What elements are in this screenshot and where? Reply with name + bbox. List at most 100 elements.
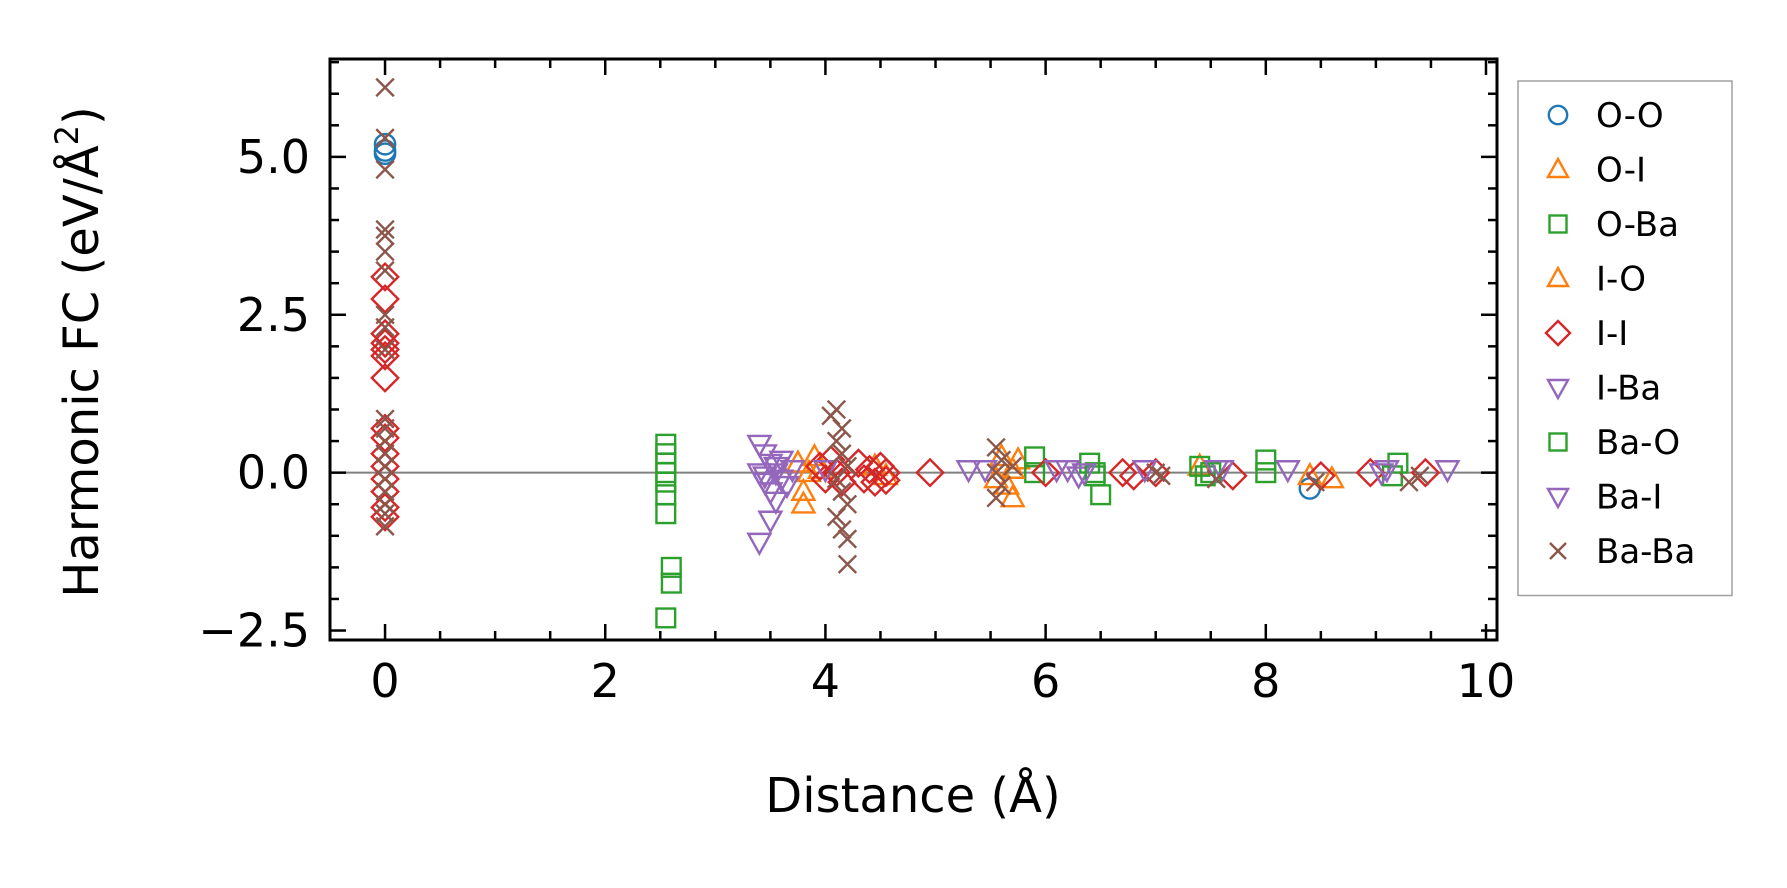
legend-label: I-I (1596, 314, 1628, 354)
legend-marker (1545, 487, 1571, 510)
data-point (1410, 466, 1430, 486)
plot-frame (328, 57, 1499, 642)
data-point (991, 450, 1012, 470)
data-point (999, 483, 1026, 508)
data-point (1151, 466, 1171, 486)
data-point (991, 475, 1012, 495)
data-point (1030, 457, 1061, 488)
data-point (375, 219, 395, 240)
data-point (373, 132, 397, 156)
data-point (1090, 484, 1112, 506)
data-point (790, 490, 817, 514)
data-point (986, 437, 1006, 458)
legend-entry: O-I (1545, 151, 1646, 191)
data-point (655, 607, 677, 629)
data-point (1107, 457, 1138, 488)
data-point (375, 516, 395, 536)
data-point (1296, 461, 1323, 486)
y-axis-title: Harmonic FC (eV/Å2) (48, 106, 110, 598)
legend-entry: Ba-I (1545, 478, 1662, 518)
x-tick-label: 2 (591, 654, 620, 708)
data-point (375, 317, 395, 338)
legend-entry: I-Ba (1545, 369, 1661, 409)
data-point (1206, 469, 1226, 489)
data-point (1203, 460, 1230, 484)
data-point (1274, 460, 1301, 484)
data-point (1387, 452, 1409, 474)
legend-label: Ba-I (1596, 478, 1662, 518)
data-point (826, 399, 847, 420)
legend-label: I-O (1596, 260, 1646, 300)
legend-entry: I-I (1544, 314, 1628, 354)
legend-label: I-Ba (1596, 369, 1661, 409)
data-point (1373, 460, 1400, 484)
legend-label: Ba-Ba (1596, 532, 1695, 572)
legend-marker (1545, 265, 1571, 288)
data-point (854, 454, 885, 485)
data-point (837, 529, 858, 549)
legend-label: Ba-O (1596, 423, 1680, 463)
legend-entry: Ba-O (1548, 423, 1680, 463)
y-axis-title-superscript: 2 (48, 125, 86, 145)
data-point (1255, 462, 1277, 484)
x-tick-label: 4 (811, 654, 840, 708)
legend-label: O-O (1596, 96, 1664, 136)
data-point (986, 488, 1006, 508)
data-point (790, 477, 817, 502)
legend-label: O-I (1596, 151, 1646, 191)
y-axis-title-main: Harmonic FC (eV/Å (53, 145, 110, 598)
data-point (660, 556, 682, 578)
data-point (826, 431, 847, 451)
data-point (812, 460, 839, 484)
data-point (746, 532, 773, 557)
legend-marker (1545, 156, 1571, 179)
data-point (1140, 457, 1171, 488)
data-point (1024, 462, 1046, 484)
data-point (1318, 464, 1345, 489)
legend-entry: O-Ba (1548, 205, 1679, 245)
data-point (370, 261, 400, 292)
data-point (871, 465, 901, 496)
data-point (1434, 460, 1461, 484)
data-point (375, 260, 395, 281)
data-point (1065, 466, 1092, 490)
data-point (370, 334, 400, 365)
legend-marker (1548, 432, 1568, 452)
x-tick-label: 8 (1251, 654, 1280, 708)
y-tick-label: 0.0 (237, 446, 310, 500)
legend-marker (1549, 542, 1567, 560)
data-point (972, 460, 999, 484)
legend-marker (1547, 104, 1569, 126)
data-point (375, 409, 395, 429)
y-axis-title-close: ) (54, 106, 110, 125)
plot-area (330, 77, 1497, 629)
axes: 0 2 4 6 8 10 −2.5 0.0 2.5 5.0 (198, 57, 1515, 708)
x-tick-label: 0 (370, 654, 399, 708)
legend-marker (1548, 214, 1568, 234)
data-point (837, 554, 858, 574)
data-point (370, 340, 400, 371)
y-tick-label: −2.5 (198, 604, 310, 658)
data-point (375, 77, 395, 98)
data-point (751, 466, 778, 490)
data-point (999, 455, 1026, 479)
data-point (375, 226, 395, 246)
legend: O-O O-I O-Ba I-O I-I I-Ba Ba-O Ba-I Ba-Ba (1517, 80, 1733, 597)
legend-marker (1545, 378, 1571, 401)
data-point (826, 507, 847, 527)
data-point (1146, 462, 1166, 483)
data-point (375, 159, 395, 180)
data-point (795, 458, 822, 483)
data-point (375, 339, 395, 360)
data-point (375, 241, 395, 262)
data-point (1255, 449, 1277, 471)
data-point (370, 363, 400, 393)
data-point (375, 128, 395, 148)
data-point (660, 572, 682, 594)
data-point (915, 457, 945, 488)
data-point (370, 492, 400, 523)
data-point (373, 142, 397, 166)
data-point (832, 519, 852, 540)
data-point (1002, 456, 1023, 476)
